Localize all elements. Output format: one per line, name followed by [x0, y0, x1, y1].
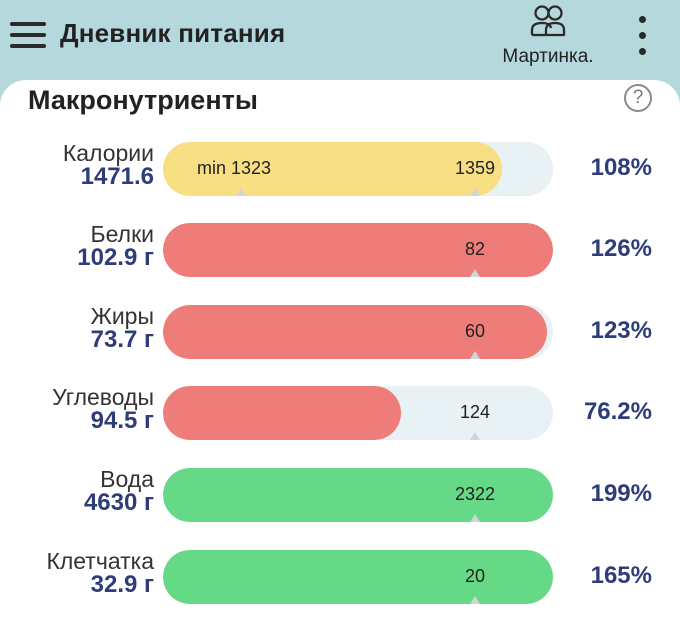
- progress-fill: [163, 550, 553, 604]
- target-label: 1359: [454, 158, 496, 178]
- progress-track: 20: [163, 550, 553, 604]
- nutrient-name: Жиры: [90, 303, 154, 329]
- more-vertical-icon[interactable]: [628, 12, 658, 58]
- people-icon: [530, 5, 566, 37]
- min-target-label: min 1323: [197, 158, 272, 178]
- nutrient-name: Углеводы: [52, 384, 154, 410]
- nutrient-name: Клетчатка: [46, 548, 154, 574]
- nutrient-row[interactable]: Жиры 73.7 г 60 123%: [0, 303, 680, 359]
- nutrient-value: 102.9 г: [77, 244, 154, 271]
- target-label: 20: [464, 566, 486, 586]
- target-marker: [470, 432, 480, 440]
- profile-button[interactable]: Мартинка.: [490, 4, 606, 72]
- progress-fill: [163, 468, 553, 522]
- profile-name: Мартинка.: [502, 46, 594, 67]
- nutrient-percent: 108%: [590, 154, 652, 181]
- nutrient-value: 4630 г: [83, 489, 154, 516]
- progress-fill: [163, 223, 553, 277]
- target-marker: [470, 514, 480, 522]
- target-label: 124: [459, 402, 491, 422]
- target-label: 60: [464, 321, 486, 341]
- nutrient-row[interactable]: Белки 102.9 г 82 126%: [0, 221, 680, 277]
- nutrient-percent: 123%: [590, 317, 652, 344]
- nutrient-percent: 126%: [590, 235, 652, 262]
- target-label: 2322: [454, 484, 496, 504]
- target-marker: [470, 351, 480, 359]
- help-icon[interactable]: ?: [624, 84, 652, 112]
- nutrient-value: 73.7 г: [90, 326, 154, 353]
- nutrient-row[interactable]: Клетчатка 32.9 г 20 165%: [0, 548, 680, 604]
- app-title: Дневник питания: [60, 18, 286, 48]
- progress-track: 2322: [163, 468, 553, 522]
- nutrient-name: Белки: [90, 221, 154, 247]
- nutrient-row[interactable]: Калории 1471.6 min 1323 1359 108%: [0, 140, 680, 196]
- nutrient-name: Калории: [62, 140, 154, 166]
- hamburger-menu-icon[interactable]: [10, 20, 46, 50]
- nutrient-percent: 76.2%: [583, 398, 652, 425]
- progress-track: 82: [163, 223, 553, 277]
- target-marker: [470, 596, 480, 604]
- target-marker: [470, 188, 480, 196]
- nutrient-value: 1471.6: [80, 163, 154, 190]
- macronutrients-card: Макронутриенты ? Калории 1471.6 min 1323 13…: [0, 80, 680, 640]
- progress-fill: [163, 386, 401, 440]
- progress-fill: [163, 142, 503, 196]
- progress-track: min 1323 1359: [163, 142, 553, 196]
- nutrient-percent: 165%: [590, 562, 652, 589]
- nutrient-name: Вода: [100, 466, 154, 492]
- nutrient-percent: 199%: [590, 480, 652, 507]
- progress-fill: [163, 305, 548, 359]
- nutrient-value: 94.5 г: [90, 407, 154, 434]
- nutrient-value: 32.9 г: [90, 571, 154, 598]
- progress-track: 124: [163, 386, 553, 440]
- target-label: 82: [464, 239, 486, 259]
- target-marker: [470, 269, 480, 277]
- min-marker: [236, 188, 246, 196]
- section-title: Макронутриенты: [28, 85, 258, 115]
- nutrient-row[interactable]: Углеводы 94.5 г 124 76.2%: [0, 384, 680, 440]
- progress-track: 60: [163, 305, 553, 359]
- nutrient-row[interactable]: Вода 4630 г 2322 199%: [0, 466, 680, 522]
